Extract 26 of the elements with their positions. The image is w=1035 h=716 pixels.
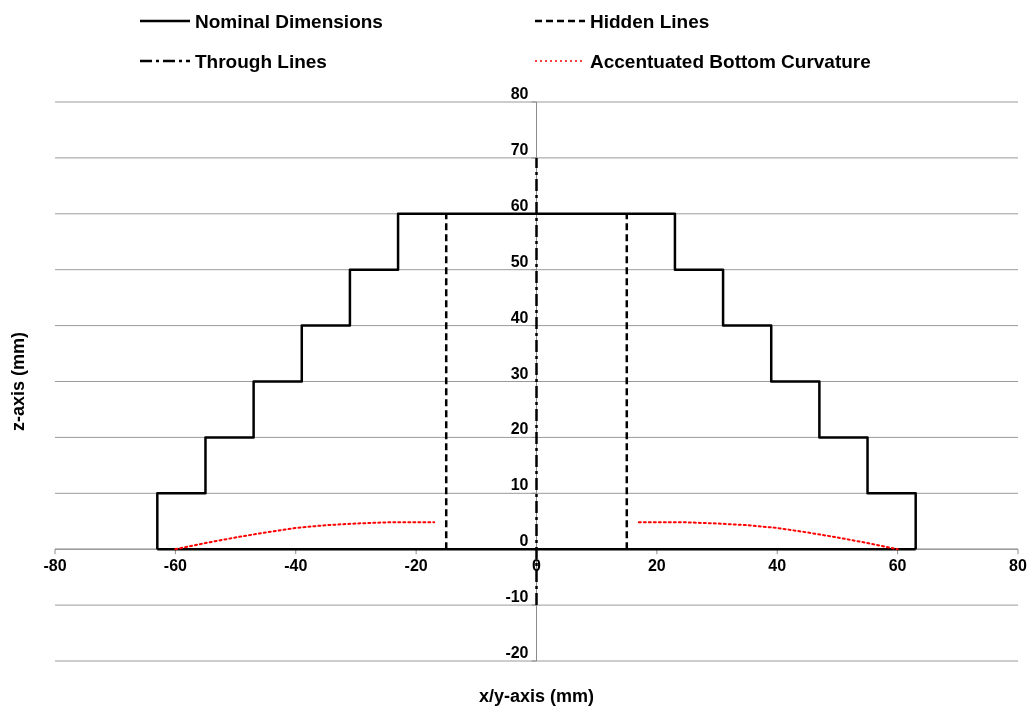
x-tick-label: 0 [532, 557, 542, 575]
y-tick-label: 80 [510, 85, 529, 102]
y-tick-label: -10 [505, 588, 529, 606]
x-tick-label: -20 [404, 557, 428, 575]
y-tick-label: 70 [510, 140, 529, 158]
y-tick-label: 10 [510, 476, 529, 494]
legend-label: Nominal Dimensions [195, 11, 383, 32]
x-axis-title: x/y-axis (mm) [478, 686, 595, 706]
y-tick-label: 30 [510, 364, 529, 382]
x-tick-label: -40 [284, 557, 308, 575]
y-tick-label: 0 [519, 532, 529, 550]
y-tick-label: 40 [510, 308, 529, 326]
x-tick-label: 80 [1009, 557, 1027, 575]
x-tick-label: 60 [888, 557, 907, 575]
x-tick-label: -60 [163, 557, 188, 575]
y-axis-title: z-axis (mm) [8, 331, 28, 432]
x-tick-label: -80 [43, 557, 67, 575]
x-tick-label: 20 [647, 557, 666, 575]
legend-label: Accentuated Bottom Curvature [590, 51, 871, 72]
legend-label: Hidden Lines [590, 11, 710, 32]
y-tick-label: 60 [510, 196, 529, 214]
legend-label: Through Lines [195, 51, 327, 72]
y-tick-label: 50 [510, 252, 529, 270]
y-tick-label: -20 [505, 644, 529, 661]
x-tick-label: 40 [768, 557, 787, 575]
y-tick-label: 20 [510, 420, 529, 438]
